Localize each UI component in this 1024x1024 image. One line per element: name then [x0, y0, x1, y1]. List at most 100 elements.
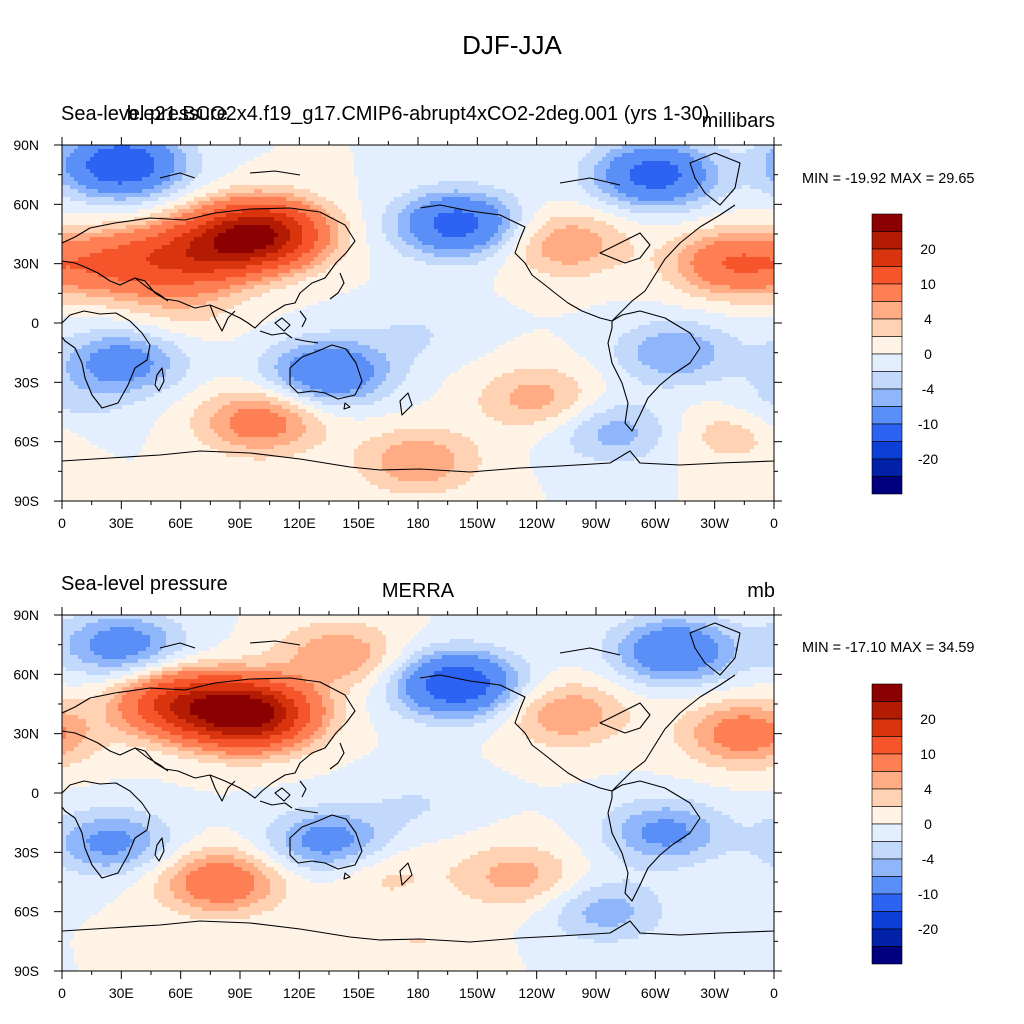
panel1-colorbar-swatch	[871, 476, 903, 495]
panel2-xtick-label: 150E	[342, 985, 375, 1001]
figure-title: DJF-JJA	[0, 30, 1024, 61]
panel1-colorbar: 20 10 4 0 -4 -10 -20	[871, 213, 938, 495]
panel2-center-title: MERRA	[382, 580, 454, 603]
panel1-contour-field	[62, 145, 774, 501]
panel1-colorbar-swatch	[871, 423, 903, 442]
panel1-units: millibars	[702, 110, 775, 133]
panel1-xtick-label: 60E	[168, 515, 193, 531]
panel1-colorbar-label: -10	[918, 416, 938, 432]
panel2-ytick-label: 0	[31, 785, 39, 801]
panel2-xtick-label: 180	[406, 985, 430, 1001]
panel2-colorbar-swatch	[871, 858, 903, 877]
panel1-xtick-label: 0	[58, 515, 66, 531]
panel1-xtick-label: 180	[406, 515, 430, 531]
panel1-colorbar-label: -20	[918, 451, 938, 467]
panel2-map: 0 30E 60E 90E 120E 150E 180 150W 120W 90W 60W 30W 0 9…	[13, 607, 782, 1001]
panel2-xtick-label: 90E	[228, 985, 253, 1001]
panel2-colorbar-swatch	[871, 946, 903, 965]
panel1-colorbar-label: 4	[924, 311, 932, 327]
panel1-map: 0 30E 60E 90E 120E 150E 180 150W 120W 90W 60W 30W 0 9…	[13, 137, 782, 531]
panel1-ytick-label: 90S	[14, 493, 39, 509]
panel1-ytick-label: 90N	[13, 137, 39, 153]
panel2-ytick-label: 90S	[14, 963, 39, 979]
panel1-colorbar-swatch	[871, 371, 903, 390]
panel2-colorbar-label: 4	[924, 781, 932, 797]
panel1-colorbar-swatch	[871, 441, 903, 460]
panel1-colorbar-swatch	[871, 388, 903, 407]
panel2-colorbar-label: 10	[920, 746, 936, 762]
panel2-units: mb	[747, 580, 775, 603]
panel2-ytick-label: 30S	[14, 844, 39, 860]
panel1-xtick-label: 90W	[582, 515, 612, 531]
panel2-colorbar-swatch	[871, 823, 903, 842]
panel1-minmax: MIN = -19.92 MAX = 29.65	[802, 171, 974, 187]
panel1-ytick-label: 60S	[14, 434, 39, 450]
panel1-colorbar-swatch	[871, 318, 903, 337]
panel2-colorbar-swatch	[871, 841, 903, 860]
panel2-ytick-label: 60N	[13, 666, 39, 682]
panel1-colorbar-label: 20	[920, 241, 936, 257]
panel1-xtick-label: 150E	[342, 515, 375, 531]
panel2-colorbar-label: -4	[922, 851, 935, 867]
panel1-colorbar-swatch	[871, 406, 903, 425]
panel1-colorbar-swatch	[871, 301, 903, 320]
panel2-colorbar-swatch	[871, 876, 903, 895]
panel1-xtick-label: 30W	[700, 515, 730, 531]
panel2-colorbar-swatch	[871, 718, 903, 737]
panel2-colorbar-swatch	[871, 788, 903, 807]
panel1-ytick-label: 60N	[13, 196, 39, 212]
panel1-colorbar-swatch	[871, 213, 903, 232]
panel2-colorbar-swatch	[871, 928, 903, 947]
panel2-ytick-label: 30N	[13, 726, 39, 742]
panel2-xtick-label: 0	[770, 985, 778, 1001]
panel2-xtick-label: 30E	[109, 985, 134, 1001]
panel2-colorbar: 20 10 4 0 -4 -10 -20	[871, 683, 938, 965]
panel2-colorbar-label: -10	[918, 886, 938, 902]
panel2-xtick-label: 120W	[518, 985, 555, 1001]
panel1-colorbar-label: 10	[920, 276, 936, 292]
panel2-colorbar-swatch	[871, 736, 903, 755]
panel2-colorbar-label: 20	[920, 711, 936, 727]
panel1-ytick-label: 30S	[14, 374, 39, 390]
panel1-axis-ticks: 0 30E 60E 90E 120E 150E 180 150W 120W 90W 60W 30W 0 9…	[13, 137, 782, 531]
panel2-colorbar-swatch	[871, 683, 903, 702]
panel1-colorbar-swatch	[871, 353, 903, 372]
panel2-left-title: Sea-level pressure	[61, 573, 228, 596]
panel1-xtick-label: 30E	[109, 515, 134, 531]
panel2-contour-field	[62, 615, 774, 971]
panel1-left-title: Sea-level pressure	[61, 103, 228, 126]
panel2-xtick-label: 60E	[168, 985, 193, 1001]
panel1-ytick-label: 0	[31, 315, 39, 331]
panel2-xtick-label: 120E	[283, 985, 316, 1001]
panel2-xtick-label: 30W	[700, 985, 730, 1001]
panel1-xtick-label: 150W	[459, 515, 496, 531]
panel2-colorbar-swatch	[871, 911, 903, 930]
panel2-xtick-label: 90W	[582, 985, 612, 1001]
panel2-xtick-label: 60W	[641, 985, 671, 1001]
panel1-colorbar-label: -4	[922, 381, 935, 397]
panel2-ytick-label: 90N	[13, 607, 39, 623]
panel2-colorbar-swatch	[871, 771, 903, 790]
panel2-colorbar-label: 0	[924, 816, 932, 832]
panel2-minmax: MIN = -17.10 MAX = 34.59	[802, 640, 974, 656]
panel1-xtick-label: 90E	[228, 515, 253, 531]
panel1-xtick-label: 0	[770, 515, 778, 531]
panel1-ytick-label: 30N	[13, 256, 39, 272]
panel2-colorbar-swatch	[871, 701, 903, 720]
panel1-colorbar-label: 0	[924, 346, 932, 362]
panel2-colorbar-swatch	[871, 753, 903, 772]
panel1-center-title: b.e21.BCO2x4.f19_g17.CMIP6-abrupt4xCO2-2…	[127, 103, 710, 126]
panel2-colorbar-swatch	[871, 893, 903, 912]
panel1-colorbar-swatch	[871, 248, 903, 267]
panel2-xtick-label: 150W	[459, 985, 496, 1001]
panel1-colorbar-swatch	[871, 231, 903, 250]
panel1-xtick-label: 120E	[283, 515, 316, 531]
panel1-xtick-label: 60W	[641, 515, 671, 531]
panel2-colorbar-swatch	[871, 806, 903, 825]
panel1-colorbar-swatch	[871, 266, 903, 285]
panel2-colorbar-label: -20	[918, 921, 938, 937]
panel1-colorbar-swatch	[871, 458, 903, 477]
panel1-colorbar-swatch	[871, 336, 903, 355]
panel2-ytick-label: 60S	[14, 904, 39, 920]
